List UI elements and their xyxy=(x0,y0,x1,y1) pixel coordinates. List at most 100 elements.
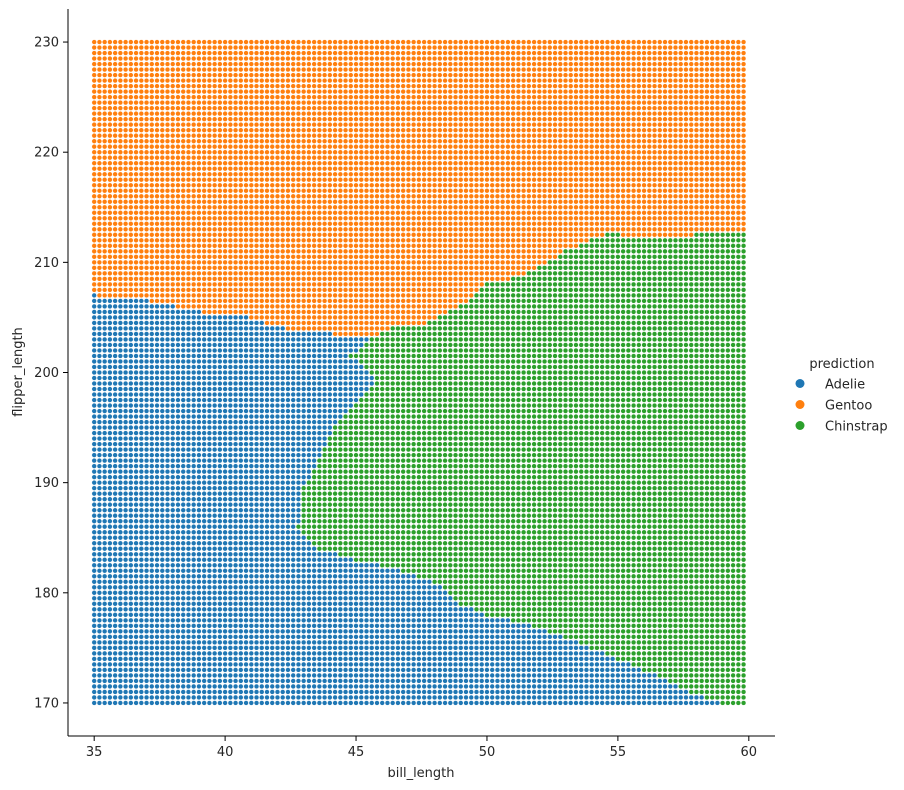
series-adelie-point xyxy=(96,645,103,651)
series-adelie-point xyxy=(128,485,134,491)
series-adelie-point xyxy=(280,457,286,464)
series-adelie-point xyxy=(175,612,181,618)
series-adelie-point xyxy=(379,678,385,684)
series-adelie-point xyxy=(505,694,511,701)
series-adelie-point xyxy=(369,694,375,701)
series-adelie-point xyxy=(253,452,260,458)
series-adelie-point xyxy=(363,650,370,657)
series-gentoo-point xyxy=(96,193,103,199)
series-adelie-point xyxy=(122,529,129,535)
series-gentoo-point xyxy=(96,243,103,249)
series-adelie-point xyxy=(274,579,281,585)
series-adelie-point xyxy=(238,480,244,486)
series-adelie-point xyxy=(253,325,260,332)
series-adelie-point xyxy=(96,562,103,568)
series-gentoo-point xyxy=(102,127,108,133)
series-adelie-point xyxy=(102,480,108,486)
series-adelie-point xyxy=(337,650,343,657)
series-adelie-point xyxy=(363,656,370,662)
series-adelie-point xyxy=(232,606,239,612)
series-adelie-point xyxy=(222,546,228,552)
series-adelie-point xyxy=(180,590,186,596)
series-adelie-point xyxy=(269,540,275,546)
series-adelie-point xyxy=(222,573,228,579)
series-adelie-point xyxy=(630,678,637,684)
series-adelie-point xyxy=(102,496,108,502)
series-adelie-point xyxy=(259,617,265,623)
series-adelie-point xyxy=(599,678,605,684)
series-gentoo-point xyxy=(154,94,160,100)
series-adelie-point xyxy=(363,601,370,607)
series-adelie-point xyxy=(191,568,197,574)
series-adelie-point xyxy=(505,639,511,645)
series-adelie-point xyxy=(321,408,328,414)
series-adelie-point xyxy=(280,535,286,541)
series-adelie-point xyxy=(316,419,323,425)
series-adelie-point xyxy=(411,617,417,623)
series-adelie-point xyxy=(332,601,338,607)
series-adelie-point xyxy=(274,435,281,442)
series-adelie-point xyxy=(259,457,265,464)
series-adelie-point xyxy=(159,524,165,530)
series-adelie-point xyxy=(248,667,254,673)
series-adelie-point xyxy=(290,678,296,684)
series-adelie-point xyxy=(238,402,244,409)
series-adelie-point xyxy=(117,601,123,607)
series-adelie-point xyxy=(295,562,302,568)
series-adelie-point xyxy=(232,419,239,425)
series-adelie-point xyxy=(421,634,427,640)
series-adelie-point xyxy=(107,485,113,491)
series-gentoo-point xyxy=(143,88,150,95)
series-adelie-point xyxy=(143,320,150,326)
series-adelie-point xyxy=(243,452,249,458)
series-adelie-point xyxy=(316,413,323,420)
series-adelie-point xyxy=(290,413,296,420)
series-adelie-point xyxy=(327,573,333,579)
series-adelie-point xyxy=(290,579,296,585)
series-adelie-point xyxy=(494,672,501,679)
series-gentoo-point xyxy=(159,149,165,155)
series-adelie-point xyxy=(405,700,412,706)
series-adelie-point xyxy=(201,623,207,629)
series-adelie-point xyxy=(149,667,155,673)
series-adelie-point xyxy=(264,502,270,508)
series-adelie-point xyxy=(154,336,160,343)
series-adelie-point xyxy=(201,353,207,359)
series-gentoo-point xyxy=(122,221,129,227)
series-adelie-point xyxy=(217,551,223,557)
series-adelie-point xyxy=(384,656,391,662)
series-adelie-point xyxy=(332,661,338,668)
series-adelie-point xyxy=(301,336,307,343)
series-adelie-point xyxy=(217,314,223,321)
series-adelie-point xyxy=(191,557,197,563)
series-adelie-point xyxy=(583,667,590,673)
series-adelie-point xyxy=(416,672,422,679)
series-adelie-point xyxy=(295,452,302,458)
series-adelie-point xyxy=(217,485,223,491)
series-adelie-point xyxy=(212,606,218,612)
series-adelie-point xyxy=(421,612,427,618)
series-adelie-point xyxy=(290,513,296,519)
series-adelie-point xyxy=(290,524,296,530)
series-adelie-point xyxy=(369,667,375,673)
series-adelie-point xyxy=(243,496,249,502)
series-adelie-point xyxy=(217,639,223,645)
series-adelie-point xyxy=(227,661,233,668)
series-adelie-point xyxy=(248,369,254,376)
series-adelie-point xyxy=(321,606,328,612)
series-adelie-point xyxy=(217,623,223,629)
series-adelie-point xyxy=(185,320,192,326)
series-adelie-point xyxy=(201,358,207,365)
series-adelie-point xyxy=(227,518,233,524)
series-adelie-point xyxy=(185,380,192,387)
series-adelie-point xyxy=(280,694,286,701)
series-adelie-point xyxy=(238,502,244,508)
series-adelie-point xyxy=(154,402,160,409)
series-adelie-point xyxy=(102,529,108,535)
series-adelie-point xyxy=(269,380,275,387)
series-adelie-point xyxy=(321,628,328,634)
series-adelie-point xyxy=(91,546,97,552)
series-gentoo-point xyxy=(133,138,139,144)
series-gentoo-point xyxy=(102,160,108,166)
series-adelie-point xyxy=(301,353,307,359)
